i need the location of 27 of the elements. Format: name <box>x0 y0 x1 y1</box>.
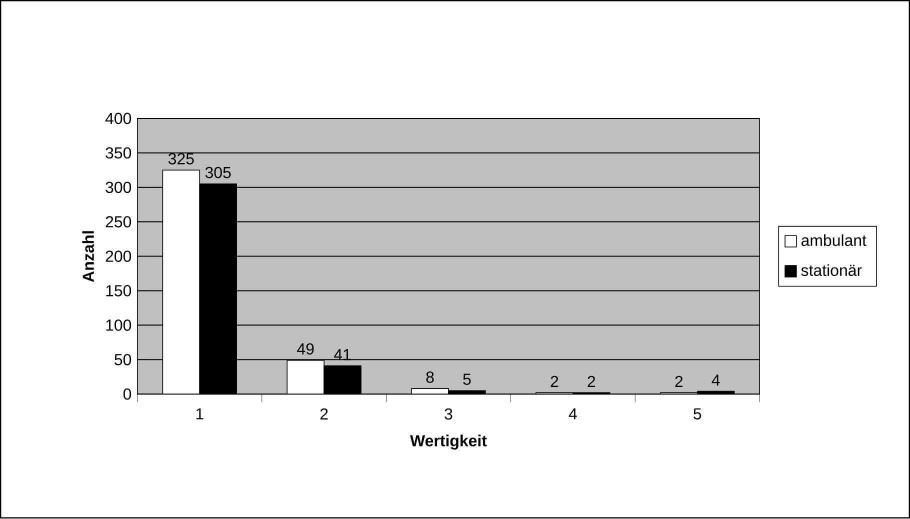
y-tick-label: 0 <box>123 388 132 400</box>
y-tick-label: 250 <box>106 216 132 228</box>
data-label: 2 <box>588 376 596 388</box>
data-label: 325 <box>168 153 194 165</box>
y-tick-label: 400 <box>105 113 132 124</box>
data-label: 2 <box>550 376 558 388</box>
data-label: 2 <box>675 376 683 388</box>
data-label: 49 <box>297 344 314 355</box>
legend-label: ambulant <box>801 234 866 246</box>
data-label: 8 <box>426 372 434 384</box>
x-tick-label: 2 <box>320 408 328 420</box>
x-tick-label: 3 <box>444 408 452 420</box>
y-tick-label: 350 <box>106 148 132 159</box>
x-tick-label: 5 <box>694 408 702 420</box>
y-tick-label: 300 <box>106 182 132 194</box>
y-axis-title: Anzahl <box>82 231 94 282</box>
x-tick-label: 1 <box>196 408 204 420</box>
data-label: 4 <box>712 374 720 386</box>
data-label: 5 <box>463 374 471 386</box>
x-axis-title: Wertigkeit <box>410 434 487 450</box>
y-tick-label: 50 <box>114 354 132 366</box>
data-label: 305 <box>205 167 231 178</box>
y-tick-label: 150 <box>106 285 132 297</box>
y-tick-label: 100 <box>106 320 132 332</box>
legend-label: stationär <box>801 264 862 276</box>
x-tick-label: 4 <box>568 408 577 420</box>
y-tick-label: 200 <box>106 250 132 262</box>
